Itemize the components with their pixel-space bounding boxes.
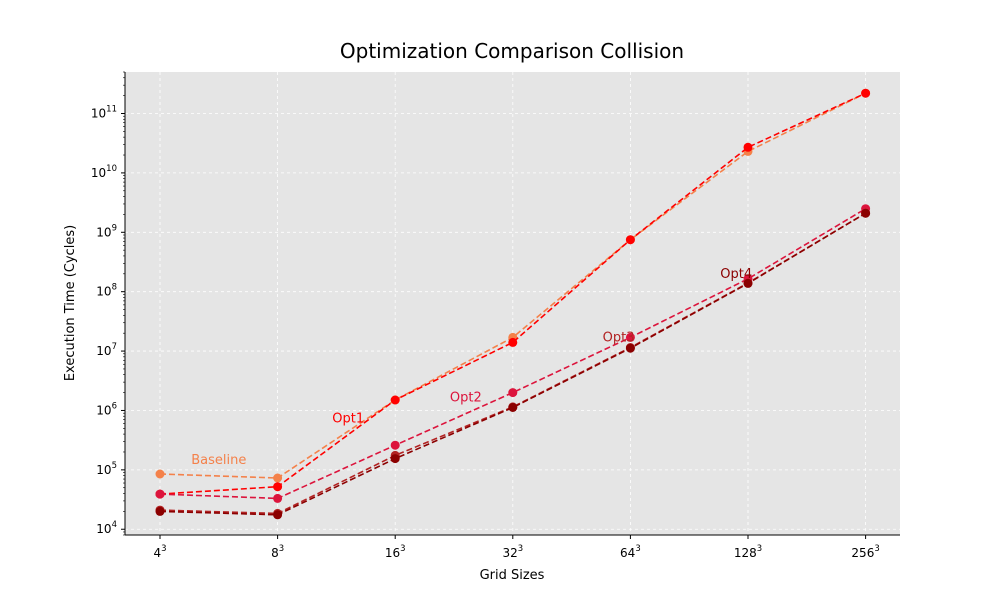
y-tick-label: 105 <box>96 461 117 477</box>
data-point <box>273 493 283 503</box>
series-label: Baseline <box>191 453 246 468</box>
data-point <box>625 332 635 342</box>
data-point <box>625 343 635 353</box>
data-point <box>861 208 871 218</box>
data-point <box>273 482 283 492</box>
data-point <box>508 337 518 347</box>
x-tick-label: 83 <box>271 544 284 560</box>
y-axis-label: Execution Time (Cycles) <box>63 225 78 381</box>
y-tick-label: 1011 <box>91 105 117 121</box>
y-tick-label: 106 <box>96 401 117 417</box>
y-tick-label: 109 <box>96 223 117 239</box>
data-point <box>625 235 635 245</box>
y-ticks: 104 105 106 107 108 109 1010 1011 <box>91 71 125 536</box>
series-label: Opt3 <box>603 330 635 345</box>
y-tick-label: 104 <box>96 520 117 536</box>
chart-title: Optimization Comparison Collision <box>340 39 684 63</box>
y-tick-label: 108 <box>96 283 117 299</box>
x-tick-label: 1283 <box>734 544 762 560</box>
data-point <box>508 403 518 412</box>
x-ticks: 43 83 163 323 643 1283 2563 <box>153 535 880 560</box>
data-point <box>390 454 400 464</box>
x-tick-label: 163 <box>385 544 406 560</box>
data-point <box>155 489 165 499</box>
series-opt4 <box>155 208 871 520</box>
data-point <box>861 88 871 98</box>
series-label: Opt4 <box>720 267 752 282</box>
data-point <box>273 510 283 520</box>
data-point <box>155 469 165 479</box>
x-tick-label: 643 <box>620 544 641 560</box>
series-labels: Baseline Opt1 Opt2 Opt3 Opt4 <box>191 267 752 468</box>
x-tick-label: 43 <box>153 544 166 560</box>
data-point <box>743 142 753 152</box>
x-axis-label: Grid Sizes <box>480 568 545 583</box>
series-label: Opt2 <box>450 391 482 406</box>
y-tick-label: 107 <box>96 342 117 358</box>
x-tick-label: 323 <box>502 544 523 560</box>
data-point <box>155 506 165 516</box>
data-point <box>390 395 400 405</box>
data-point <box>743 278 753 288</box>
x-tick-label: 2563 <box>851 544 879 560</box>
data-point <box>508 388 518 398</box>
data-point <box>273 473 283 483</box>
y-tick-label: 1010 <box>91 164 117 180</box>
series-label: Opt1 <box>332 412 364 427</box>
data-point <box>390 440 400 450</box>
series-lines <box>155 88 871 520</box>
